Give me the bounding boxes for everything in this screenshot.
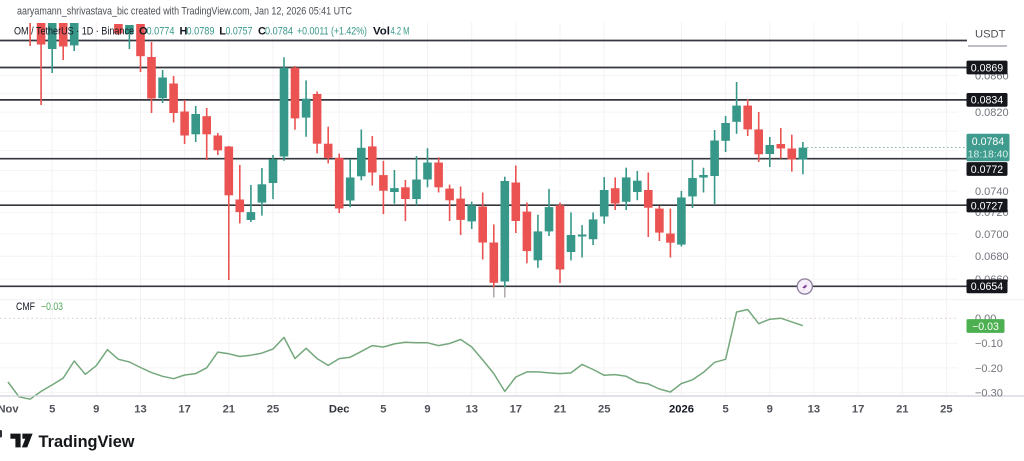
svg-text:17: 17 bbox=[510, 404, 522, 416]
svg-text:9: 9 bbox=[93, 404, 99, 416]
svg-text:0.0774: 0.0774 bbox=[147, 25, 175, 37]
svg-text:−0.03: −0.03 bbox=[972, 321, 999, 333]
svg-text:0.0700: 0.0700 bbox=[975, 229, 1009, 241]
svg-text:13: 13 bbox=[465, 404, 477, 416]
svg-text:−0.20: −0.20 bbox=[975, 363, 1003, 375]
svg-text:0.0772: 0.0772 bbox=[971, 164, 1004, 176]
svg-text:4.2 M: 4.2 M bbox=[391, 25, 410, 37]
svg-text:21: 21 bbox=[896, 404, 908, 416]
svg-text:9: 9 bbox=[767, 404, 773, 416]
svg-text:2026: 2026 bbox=[669, 404, 694, 416]
svg-text:25: 25 bbox=[267, 404, 279, 416]
svg-text:21: 21 bbox=[223, 404, 235, 416]
svg-text:25: 25 bbox=[940, 404, 952, 416]
svg-text:Nov: Nov bbox=[0, 404, 19, 416]
svg-text:O: O bbox=[139, 25, 148, 37]
svg-text:0.0789: 0.0789 bbox=[187, 25, 215, 37]
svg-text:9: 9 bbox=[424, 404, 430, 416]
svg-text:+0.0011 (+1.42%): +0.0011 (+1.42%) bbox=[297, 25, 367, 37]
svg-text:0.0784: 0.0784 bbox=[972, 136, 1005, 148]
svg-text:25: 25 bbox=[598, 404, 610, 416]
svg-text:OM / TetherUS · 1D · Binance: OM / TetherUS · 1D · Binance bbox=[14, 25, 134, 37]
svg-text:USDT: USDT bbox=[975, 29, 1006, 41]
svg-text:17: 17 bbox=[852, 404, 864, 416]
svg-text:C: C bbox=[258, 25, 266, 37]
svg-text:5: 5 bbox=[380, 404, 386, 416]
svg-text:Vol: Vol bbox=[373, 25, 390, 37]
svg-text:18:18:40: 18:18:40 bbox=[968, 150, 1009, 161]
svg-text:5: 5 bbox=[722, 404, 728, 416]
svg-text:TradingView: TradingView bbox=[39, 433, 135, 451]
svg-text:13: 13 bbox=[134, 404, 146, 416]
svg-text:−0.10: −0.10 bbox=[975, 338, 1003, 350]
svg-text:5: 5 bbox=[49, 404, 55, 416]
svg-text:0.0740: 0.0740 bbox=[975, 186, 1009, 198]
svg-text:0.0820: 0.0820 bbox=[975, 107, 1009, 119]
svg-text:H: H bbox=[180, 25, 188, 37]
svg-text:0.0784: 0.0784 bbox=[265, 25, 293, 37]
svg-text:CMF: CMF bbox=[16, 301, 35, 313]
svg-text:0.0654: 0.0654 bbox=[971, 281, 1004, 293]
svg-text:17: 17 bbox=[178, 404, 190, 416]
svg-text:−0.30: −0.30 bbox=[975, 388, 1003, 400]
svg-text:Dec: Dec bbox=[329, 404, 350, 416]
svg-text:0.0757: 0.0757 bbox=[226, 25, 253, 37]
svg-text:aaryamann_shrivastava_bic crea: aaryamann_shrivastava_bic created with T… bbox=[17, 6, 352, 18]
svg-text:−0.03: −0.03 bbox=[41, 301, 63, 313]
svg-text:0.0869: 0.0869 bbox=[971, 62, 1004, 74]
svg-text:21: 21 bbox=[554, 404, 566, 416]
svg-text:L: L bbox=[219, 25, 226, 37]
svg-text:0.0727: 0.0727 bbox=[971, 200, 1004, 212]
svg-text:13: 13 bbox=[808, 404, 820, 416]
svg-text:0.0680: 0.0680 bbox=[975, 251, 1009, 263]
svg-text:0.0834: 0.0834 bbox=[971, 95, 1004, 107]
